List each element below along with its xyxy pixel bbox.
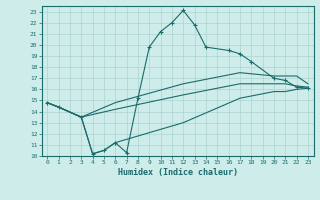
X-axis label: Humidex (Indice chaleur): Humidex (Indice chaleur) xyxy=(118,168,237,177)
